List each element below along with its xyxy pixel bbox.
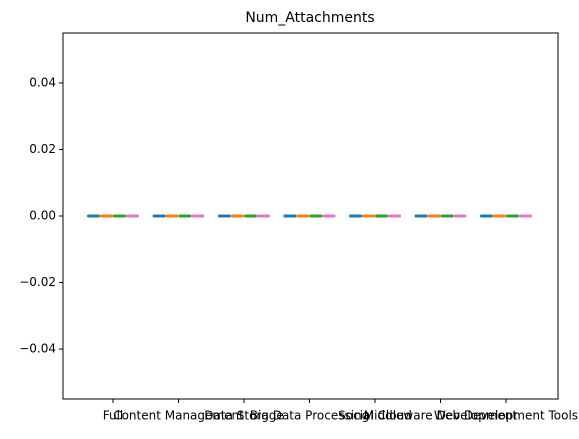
x-tick-label: Middleware Development (364, 409, 518, 423)
x-tick-label: Big Data Processing (250, 409, 370, 423)
y-tick-label: −0.04 (19, 342, 56, 356)
x-tick-label: Content Management (113, 409, 244, 423)
y-tick-label: 0.00 (29, 209, 56, 223)
y-tick-label: 0.04 (29, 75, 56, 89)
x-tick-label: Social Cloud (338, 409, 412, 423)
x-tick-label: Data Storage (204, 409, 283, 423)
chart-title: Num_Attachments (245, 10, 374, 26)
x-tick-label: Web Development Tools (434, 409, 578, 423)
y-tick-label: −0.02 (19, 275, 56, 289)
x-tick-label: Full (103, 409, 124, 423)
y-tick-label: 0.02 (29, 142, 56, 156)
